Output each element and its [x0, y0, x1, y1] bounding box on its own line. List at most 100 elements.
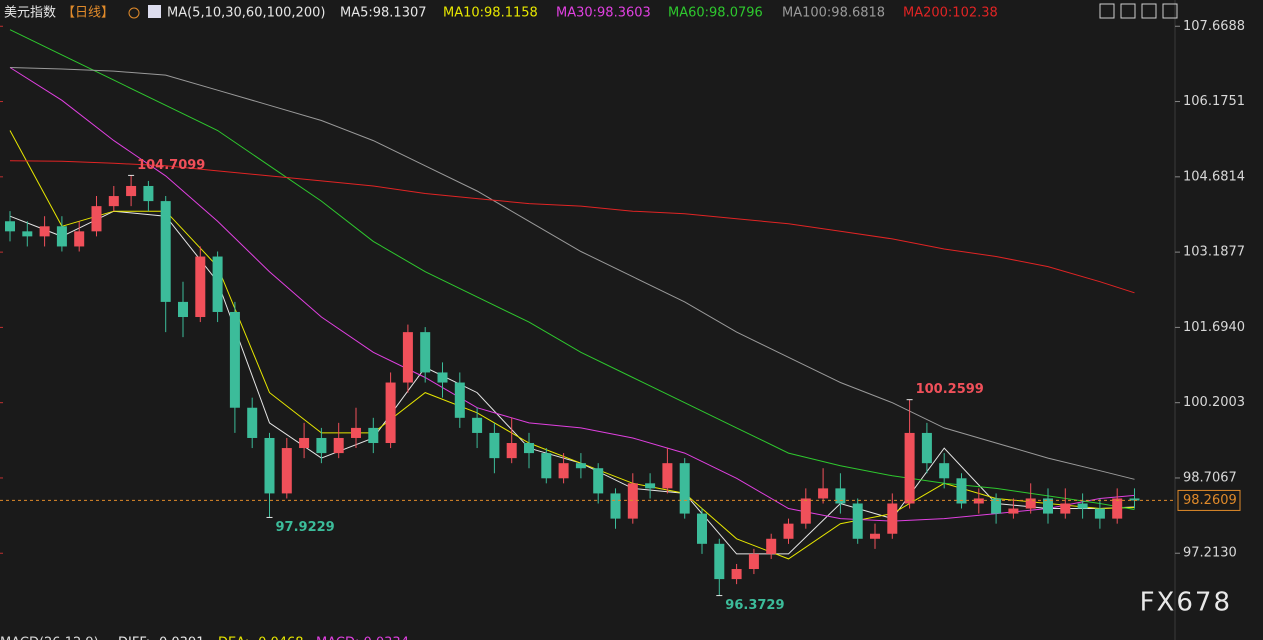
candle-body — [610, 493, 621, 519]
candle-body — [627, 483, 638, 519]
candle-body — [575, 463, 586, 469]
legend-entry: MA5:98.1307 — [340, 6, 427, 21]
candle-body — [973, 498, 984, 504]
candle-body — [1060, 503, 1071, 514]
candle-body — [662, 463, 673, 489]
candle-body — [420, 332, 431, 373]
watermark: FX678 — [1140, 588, 1232, 618]
candle-body — [558, 463, 569, 479]
y-tick-label: 100.2003 — [1183, 395, 1245, 410]
y-tick-label: 97.2130 — [1183, 546, 1237, 561]
candle-body — [472, 417, 483, 433]
y-tick-label: 101.6940 — [1183, 320, 1245, 335]
icon — [1162, 3, 1178, 19]
candle-body — [22, 231, 33, 237]
y-tick-label: 106.1751 — [1183, 94, 1245, 109]
candle-body — [835, 488, 846, 504]
last-price-box — [1177, 489, 1241, 511]
candle-body — [1129, 498, 1140, 501]
candle-body — [178, 301, 188, 318]
candle-body — [489, 432, 500, 459]
candle-body — [939, 463, 950, 479]
candle-body — [1077, 503, 1088, 509]
candle-body — [748, 553, 759, 570]
indicator-label: MACD: 0.0334 — [316, 636, 409, 640]
candle-body — [783, 523, 794, 539]
add-icon — [128, 7, 140, 19]
candle-body — [402, 332, 413, 383]
candle-body — [333, 437, 344, 454]
candle-body — [697, 513, 707, 544]
candle-body — [281, 448, 292, 494]
candle-body — [524, 443, 534, 454]
candle-body — [39, 226, 50, 237]
ma-line — [9, 67, 1135, 522]
candle-body — [247, 407, 258, 438]
indicator-label: DIFF: -0.0391 — [118, 636, 204, 640]
candle-body — [1025, 498, 1036, 509]
indicator-label: DEA: -0.0468 — [218, 636, 304, 640]
candle-body — [229, 311, 240, 408]
candle-body — [264, 437, 275, 494]
candle-body — [800, 498, 811, 524]
candle-body — [126, 185, 137, 197]
annotation-label: 100.2599 — [916, 382, 984, 397]
candle-body — [541, 453, 552, 479]
candle-body — [1112, 498, 1123, 519]
indicator-label: MACD(26,12,9) — [0, 636, 99, 640]
candle-body — [454, 382, 465, 418]
legend-entry: MA200:102.38 — [903, 6, 998, 21]
y-tick-label: 103.1877 — [1183, 245, 1245, 260]
chart-icon — [148, 5, 161, 18]
annotation-label: 104.7099 — [137, 158, 205, 173]
y-tick-label: 107.6688 — [1183, 19, 1245, 34]
ma-params: MA(5,10,30,60,100,200) — [167, 6, 325, 21]
candle-body — [437, 372, 448, 383]
candle-body — [818, 488, 829, 499]
candle-body — [887, 503, 898, 534]
candle-body — [160, 201, 171, 302]
candle-body — [714, 543, 725, 580]
candle-body — [766, 538, 777, 554]
y-tick-label: 98.7067 — [1183, 470, 1237, 485]
candle-body — [1094, 508, 1105, 519]
candle-body — [870, 533, 880, 539]
ma-line — [9, 67, 1135, 480]
candle-body — [593, 468, 604, 494]
last-price-label: 98.2609 — [1183, 493, 1237, 508]
y-tick-label: 104.6814 — [1183, 169, 1245, 184]
legend-entry: MA100:98.6818 — [782, 6, 885, 21]
candle-body — [679, 463, 690, 514]
toolbar-icons — [1099, 3, 1178, 19]
icon — [1120, 3, 1136, 19]
period: 【日线】 — [62, 6, 114, 21]
candle-body — [351, 427, 361, 438]
title: 美元指数 — [4, 6, 56, 21]
candle-body — [506, 443, 517, 459]
ma-line — [9, 29, 1135, 510]
candle-body — [385, 382, 396, 444]
candle-body — [1043, 498, 1053, 514]
candle-body — [852, 503, 863, 539]
candle-body — [212, 256, 223, 312]
candle-body — [91, 206, 102, 232]
candle-body — [731, 569, 742, 580]
candle-body — [74, 231, 85, 247]
ma-line — [9, 160, 1135, 294]
candle-body — [368, 427, 379, 444]
candle-body — [316, 437, 327, 454]
annotation-label: 96.3729 — [725, 598, 784, 613]
legend-entry: MA30:98.3603 — [556, 6, 651, 21]
legend-entry: MA60:98.0796 — [668, 6, 763, 21]
candle-body — [5, 221, 15, 232]
legend-entry: MA10:98.1158 — [443, 6, 538, 21]
candle-body — [143, 185, 154, 202]
candle-body — [956, 478, 967, 504]
candle-body — [1008, 508, 1019, 514]
annotation-label: 97.9229 — [276, 520, 335, 535]
candle-body — [991, 498, 1002, 514]
candle-body — [921, 432, 932, 464]
candle-body — [56, 226, 67, 247]
